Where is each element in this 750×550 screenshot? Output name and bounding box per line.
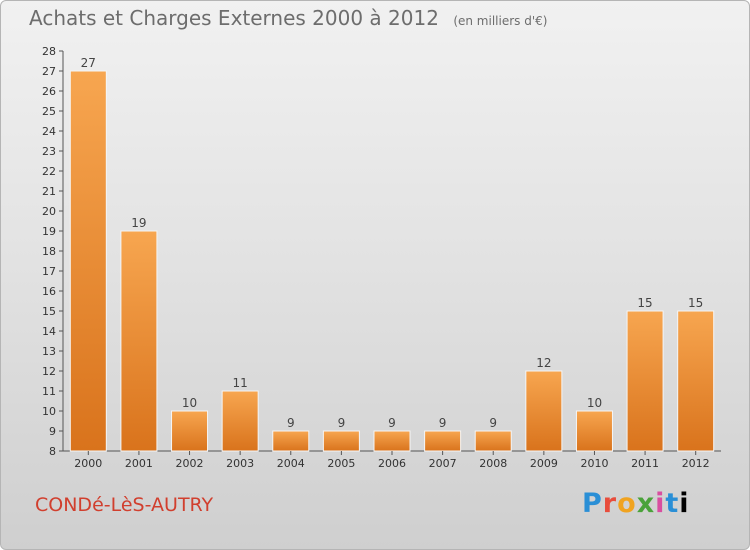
logo-letter: P bbox=[582, 488, 603, 519]
y-tick-label: 14 bbox=[42, 325, 56, 338]
logo-letter: r bbox=[602, 488, 618, 519]
logo-letter: o bbox=[617, 488, 637, 519]
bar bbox=[322, 430, 360, 452]
data-label: 9 bbox=[489, 416, 497, 430]
data-label: 12 bbox=[536, 356, 551, 370]
y-tick-label: 27 bbox=[42, 65, 56, 78]
bar bbox=[221, 390, 259, 452]
y-tick-label: 24 bbox=[42, 125, 56, 138]
bar bbox=[373, 430, 411, 452]
bar bbox=[424, 430, 462, 452]
x-tick-label: 2009 bbox=[530, 457, 558, 470]
bar bbox=[474, 430, 512, 452]
data-label: 9 bbox=[439, 416, 447, 430]
data-label: 11 bbox=[233, 376, 248, 390]
data-label: 9 bbox=[287, 416, 295, 430]
y-tick-label: 12 bbox=[42, 365, 56, 378]
y-tick-label: 13 bbox=[42, 345, 56, 358]
y-tick-label: 15 bbox=[42, 305, 56, 318]
bar bbox=[525, 370, 563, 452]
data-label: 10 bbox=[182, 396, 197, 410]
y-tick-label: 23 bbox=[42, 145, 56, 158]
bar bbox=[626, 310, 664, 452]
y-tick-label: 8 bbox=[49, 445, 56, 458]
x-tick-label: 2004 bbox=[277, 457, 305, 470]
town-name: CONDé-LèS-AUTRY bbox=[35, 494, 214, 516]
x-tick-label: 2008 bbox=[479, 457, 507, 470]
chart-unit: (en milliers d'€) bbox=[453, 14, 548, 28]
x-tick-label: 2003 bbox=[226, 457, 254, 470]
y-tick-label: 16 bbox=[42, 285, 56, 298]
x-tick-label: 2007 bbox=[429, 457, 457, 470]
x-tick-label: 2012 bbox=[682, 457, 710, 470]
x-tick-label: 2000 bbox=[74, 457, 102, 470]
logo-letter: i bbox=[655, 488, 666, 519]
data-label: 15 bbox=[637, 296, 652, 310]
logo-letter: i bbox=[679, 488, 690, 519]
data-label: 9 bbox=[388, 416, 396, 430]
y-tick-label: 9 bbox=[49, 425, 56, 438]
x-tick-label: 2011 bbox=[631, 457, 659, 470]
data-label: 27 bbox=[81, 56, 96, 70]
data-label: 10 bbox=[587, 396, 602, 410]
y-tick-label: 26 bbox=[42, 85, 56, 98]
y-tick-label: 28 bbox=[42, 45, 56, 58]
chart-title-text: Achats et Charges Externes 2000 à 2012 bbox=[29, 6, 439, 30]
x-tick-label: 2010 bbox=[580, 457, 608, 470]
data-label: 15 bbox=[688, 296, 703, 310]
y-tick-label: 25 bbox=[42, 105, 56, 118]
bar bbox=[120, 230, 158, 452]
y-tick-label: 18 bbox=[42, 245, 56, 258]
x-tick-label: 2001 bbox=[125, 457, 153, 470]
bar bbox=[677, 310, 715, 452]
bar bbox=[575, 410, 613, 452]
y-tick-label: 21 bbox=[42, 185, 56, 198]
y-tick-label: 11 bbox=[42, 385, 56, 398]
y-tick-label: 10 bbox=[42, 405, 56, 418]
chart-title: Achats et Charges Externes 2000 à 2012 (… bbox=[29, 6, 547, 30]
y-tick-label: 22 bbox=[42, 165, 56, 178]
logo-letter: t bbox=[665, 488, 680, 519]
y-tick-label: 17 bbox=[42, 265, 56, 278]
y-tick-label: 20 bbox=[42, 205, 56, 218]
data-label: 9 bbox=[338, 416, 346, 430]
y-tick-label: 19 bbox=[42, 225, 56, 238]
data-label: 19 bbox=[131, 216, 146, 230]
proxiti-logo: Proxiti bbox=[582, 488, 690, 519]
logo-letter: x bbox=[636, 488, 656, 519]
x-tick-label: 2005 bbox=[327, 457, 355, 470]
x-tick-label: 2002 bbox=[176, 457, 204, 470]
bar bbox=[69, 70, 107, 452]
x-tick-label: 2006 bbox=[378, 457, 406, 470]
bar bbox=[171, 410, 209, 452]
bar bbox=[272, 430, 310, 452]
